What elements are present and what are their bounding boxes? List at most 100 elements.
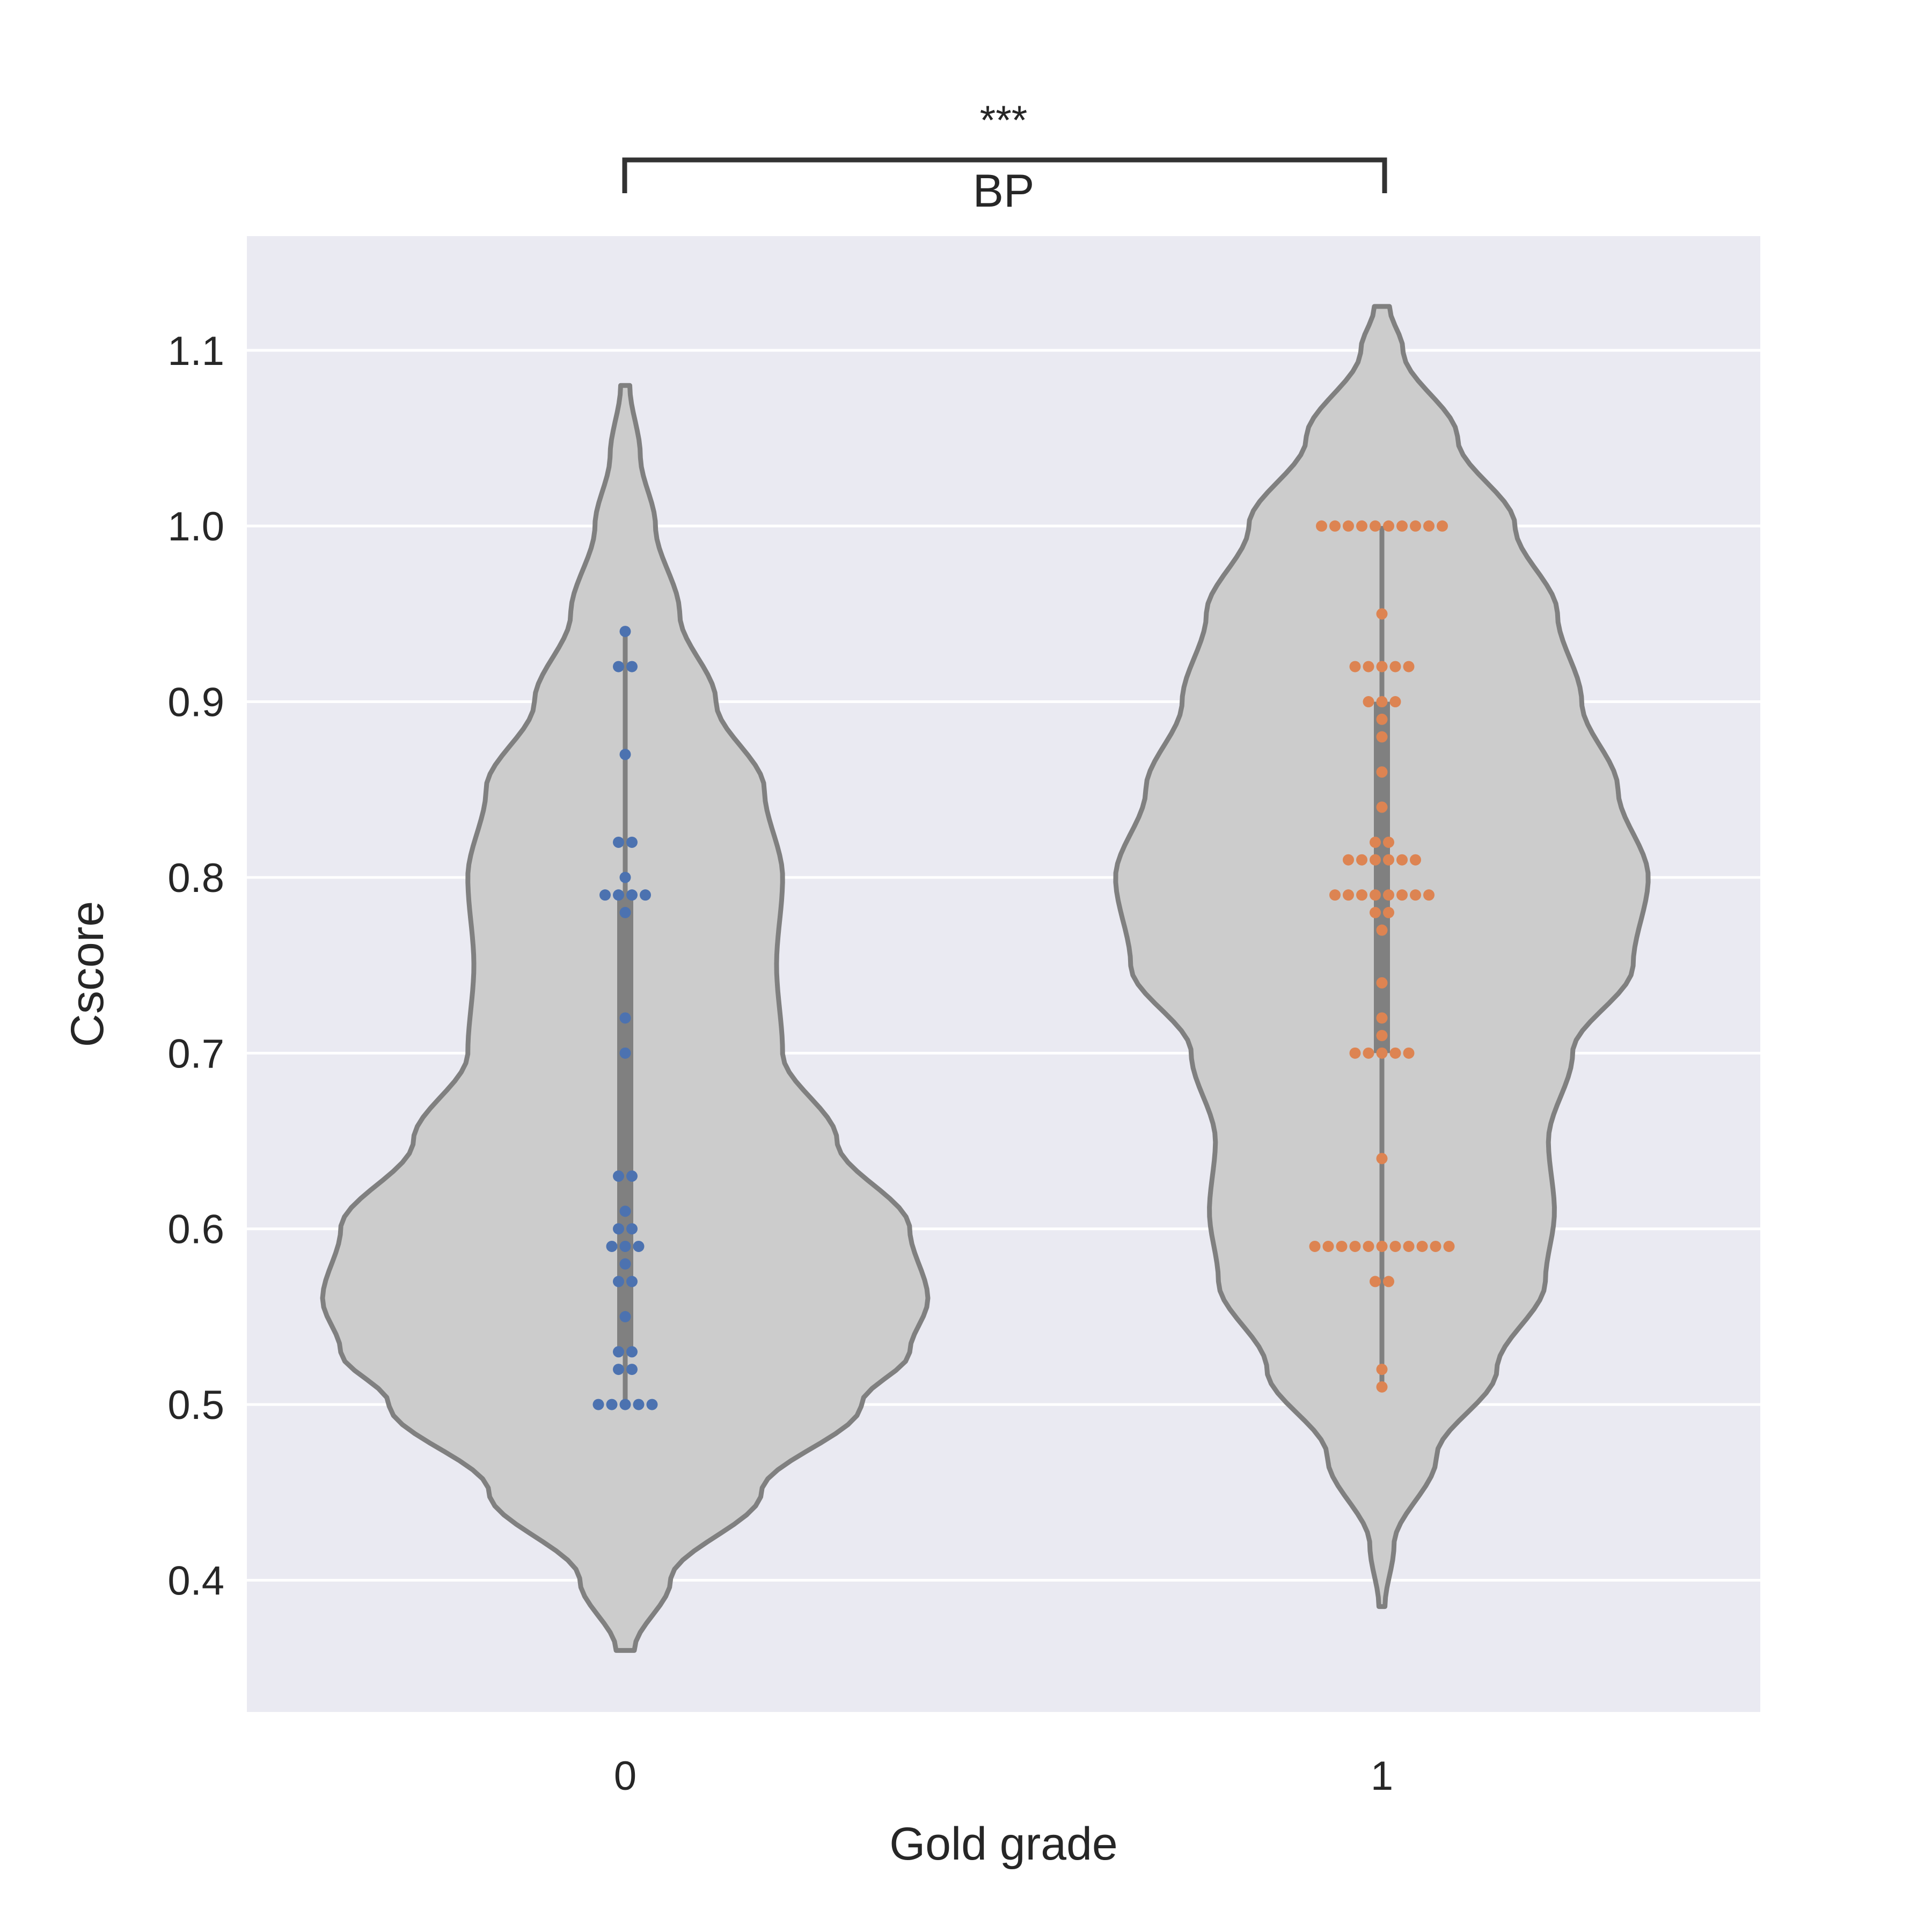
data-point bbox=[1383, 854, 1394, 866]
data-point bbox=[633, 1240, 645, 1252]
data-point bbox=[1396, 854, 1408, 866]
data-point bbox=[1430, 1240, 1441, 1252]
data-point bbox=[613, 889, 624, 901]
data-point bbox=[1437, 520, 1448, 532]
data-point bbox=[1363, 696, 1374, 708]
data-point bbox=[619, 626, 631, 638]
data-point bbox=[1343, 889, 1354, 901]
data-point bbox=[1383, 1276, 1394, 1287]
data-point bbox=[1349, 1240, 1361, 1252]
significance-stars: *** bbox=[980, 98, 1028, 143]
data-point bbox=[619, 749, 631, 760]
iqr-box bbox=[1374, 701, 1390, 1053]
data-point bbox=[626, 661, 638, 672]
data-point bbox=[1349, 1047, 1361, 1059]
data-point bbox=[1410, 889, 1421, 901]
data-point bbox=[1349, 661, 1361, 672]
data-point bbox=[1376, 1153, 1388, 1165]
data-point bbox=[633, 1399, 645, 1410]
data-point bbox=[1376, 696, 1388, 708]
y-tick-labels: 0.4 0.5 0.6 0.7 0.8 0.9 1.0 1.1 bbox=[167, 328, 224, 1604]
data-point bbox=[1376, 1012, 1388, 1024]
data-point bbox=[606, 1240, 618, 1252]
data-point bbox=[1376, 713, 1388, 725]
data-point bbox=[1376, 1364, 1388, 1375]
data-point bbox=[1336, 1240, 1348, 1252]
data-point bbox=[619, 906, 631, 918]
data-point bbox=[1363, 1047, 1374, 1059]
data-point bbox=[1443, 1240, 1455, 1252]
data-point bbox=[613, 1276, 624, 1287]
y-tick-label: 0.5 bbox=[167, 1382, 224, 1428]
data-point bbox=[640, 889, 651, 901]
data-point bbox=[613, 1346, 624, 1358]
data-point bbox=[1376, 924, 1388, 936]
y-tick-label: 1.1 bbox=[167, 328, 224, 374]
data-point bbox=[1383, 520, 1394, 532]
violin-group-1 bbox=[1113, 304, 1651, 1609]
data-point bbox=[1363, 661, 1374, 672]
data-point bbox=[599, 889, 611, 901]
y-tick-label: 0.6 bbox=[167, 1207, 224, 1253]
x-axis-label: Gold grade bbox=[889, 1818, 1118, 1870]
data-point bbox=[1309, 1240, 1321, 1252]
data-point bbox=[1376, 801, 1388, 813]
data-point bbox=[626, 889, 638, 901]
x-tick-label: 1 bbox=[1371, 1753, 1393, 1799]
data-point bbox=[1376, 1030, 1388, 1042]
data-point bbox=[1383, 836, 1394, 848]
data-point bbox=[1383, 889, 1394, 901]
data-point bbox=[1410, 520, 1421, 532]
data-point bbox=[619, 1012, 631, 1024]
x-tick-label: 0 bbox=[614, 1753, 636, 1799]
data-point bbox=[1376, 766, 1388, 778]
data-point bbox=[1410, 854, 1421, 866]
data-point bbox=[619, 1205, 631, 1217]
data-point bbox=[1343, 854, 1354, 866]
chart-title: BP bbox=[973, 165, 1035, 217]
data-point bbox=[1376, 1381, 1388, 1393]
data-point bbox=[1329, 520, 1341, 532]
data-point bbox=[1389, 696, 1401, 708]
data-point bbox=[1376, 608, 1388, 620]
data-point bbox=[613, 1170, 624, 1182]
data-point bbox=[606, 1399, 618, 1410]
data-point bbox=[1329, 889, 1341, 901]
data-point bbox=[1343, 520, 1354, 532]
data-point bbox=[1383, 906, 1394, 918]
y-tick-label: 0.7 bbox=[167, 1031, 224, 1077]
data-point bbox=[1370, 854, 1381, 866]
data-point bbox=[1370, 1276, 1381, 1287]
data-point bbox=[1356, 520, 1367, 532]
y-axis-label: Cscore bbox=[62, 901, 113, 1047]
data-point bbox=[1396, 889, 1408, 901]
data-point bbox=[619, 1258, 631, 1270]
data-point bbox=[1370, 520, 1381, 532]
data-point bbox=[619, 1399, 631, 1410]
data-point bbox=[1316, 520, 1327, 532]
data-point bbox=[1356, 889, 1367, 901]
data-point bbox=[626, 1276, 638, 1287]
data-point bbox=[626, 1223, 638, 1235]
data-point bbox=[1376, 1240, 1388, 1252]
data-point bbox=[619, 872, 631, 883]
data-point bbox=[1376, 661, 1388, 672]
data-point bbox=[1363, 1240, 1374, 1252]
data-point bbox=[1403, 661, 1415, 672]
data-point bbox=[1376, 731, 1388, 743]
data-point bbox=[1396, 520, 1408, 532]
data-point bbox=[619, 1240, 631, 1252]
data-point bbox=[613, 661, 624, 672]
data-point bbox=[619, 1311, 631, 1322]
y-tick-label: 0.8 bbox=[167, 855, 224, 901]
data-point bbox=[1370, 836, 1381, 848]
data-point bbox=[626, 1170, 638, 1182]
y-tick-label: 0.4 bbox=[167, 1558, 224, 1604]
violin-group-0 bbox=[320, 383, 931, 1653]
data-point bbox=[626, 836, 638, 848]
data-point bbox=[646, 1399, 658, 1410]
data-point bbox=[1389, 1047, 1401, 1059]
data-point bbox=[619, 1047, 631, 1059]
